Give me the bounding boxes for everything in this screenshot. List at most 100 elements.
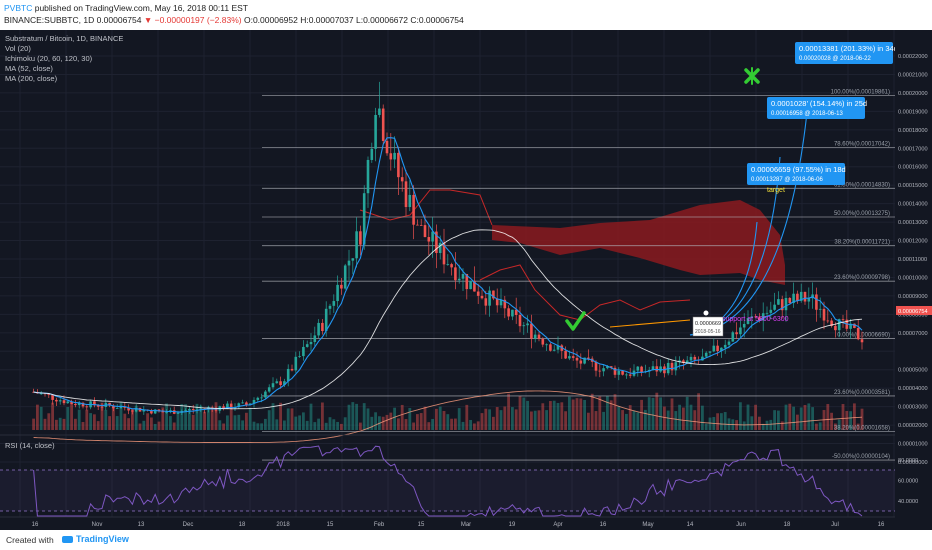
candle-body xyxy=(625,374,628,376)
volume-bar xyxy=(305,420,309,430)
volume-bar xyxy=(366,408,370,430)
volume-bar xyxy=(530,411,533,430)
current-price-label: 0.00006754 xyxy=(898,309,928,315)
candle-body xyxy=(674,362,678,371)
candle-body xyxy=(343,265,347,289)
volume-bar xyxy=(47,413,51,430)
author-link[interactable]: PVBTC xyxy=(4,3,33,13)
volume-bar xyxy=(283,420,286,430)
candle-body xyxy=(313,335,317,342)
tradingview-logo[interactable]: TradingView xyxy=(62,534,129,544)
volume-bar xyxy=(830,412,833,430)
candle-body xyxy=(226,403,229,409)
callout-3[interactable]: 0.00006659 (97.55%) in 18d 0.00013287 @ … xyxy=(747,163,846,185)
volume-bar xyxy=(606,396,609,430)
volume-bar xyxy=(860,408,864,430)
time-tick-label: Jul xyxy=(831,522,839,528)
volume-bar xyxy=(454,418,457,430)
ichimoku-cloud xyxy=(492,200,785,285)
price-tick-label: 0.00000000 xyxy=(898,460,928,466)
candle-body xyxy=(492,290,495,299)
volume-bar xyxy=(336,421,339,430)
volume-bar xyxy=(146,413,149,430)
volume-bar xyxy=(849,411,852,430)
candle-body xyxy=(739,327,742,335)
published-text: published on TradingView.com, May 16, 20… xyxy=(34,3,248,13)
candle-body xyxy=(252,399,256,404)
price-axis[interactable]: 0.00022000 0.00021000 0.00020000 0.00019000… xyxy=(898,54,928,466)
volume-bar xyxy=(708,417,712,430)
candle-body xyxy=(127,407,130,411)
time-tick-label: 18 xyxy=(239,522,246,528)
candle-body xyxy=(495,298,499,306)
volume-bar xyxy=(583,399,586,430)
candle-body xyxy=(727,341,731,345)
callout-subtext: 0.00020028 @ 2018-06-22 xyxy=(799,56,871,62)
candle-body xyxy=(457,278,461,281)
volume-bar xyxy=(837,419,841,430)
volume-bar xyxy=(416,414,419,430)
candle-body xyxy=(571,356,575,358)
candle-body xyxy=(731,332,735,342)
volume-bar xyxy=(355,403,358,430)
volume-bar xyxy=(450,418,453,430)
volume-bar xyxy=(811,407,814,430)
volume-bar xyxy=(245,412,248,430)
fib-retracement[interactable]: 100.00%(0.00019861) 78.60%(0.00017042) 61.… xyxy=(262,89,895,461)
volume-bar xyxy=(845,410,849,430)
candle-body xyxy=(336,284,339,302)
price-axis-bg xyxy=(895,30,932,530)
price-tick-label: 0.00013000 xyxy=(898,220,928,226)
volume-bar xyxy=(408,407,412,430)
time-tick-label: 19 xyxy=(509,522,516,528)
price-tick-label: 0.00011000 xyxy=(898,257,927,263)
candle-body xyxy=(708,351,712,353)
candle-body xyxy=(412,194,415,225)
volume-bar xyxy=(560,402,564,430)
fib-label: 78.60%(0.00017042) xyxy=(834,141,890,147)
volume-bar xyxy=(351,402,355,430)
price-tick-label: 0.00005000 xyxy=(898,368,928,374)
volume-bar xyxy=(290,408,294,430)
volume-bar xyxy=(256,423,260,430)
volume-bar xyxy=(807,403,811,430)
candle-body xyxy=(43,393,47,395)
callout-2[interactable]: 0.0001028’ (154.14%) in 25d 0.00016958 @… xyxy=(767,97,867,119)
candle-body xyxy=(826,320,830,322)
candle-body xyxy=(777,299,780,305)
volume-bar xyxy=(169,416,172,430)
volume-bar xyxy=(431,418,434,430)
candle-body xyxy=(58,400,62,402)
callout-text: 0.0001028’ (154.14%) in 25d xyxy=(771,99,867,108)
price-tick-label: 0.00015000 xyxy=(898,183,928,189)
candle-body xyxy=(526,323,529,326)
candle-body xyxy=(541,338,545,345)
price-chart[interactable]: 100.00%(0.00019861) 78.60%(0.00017042) 61.… xyxy=(0,30,932,530)
callout-1[interactable]: 0.00013381 (201.33%) in 34d 0.00020028 @… xyxy=(795,42,898,64)
price-tick-label: 0.00004000 xyxy=(898,386,928,392)
chart-area[interactable]: 100.00%(0.00019861) 78.60%(0.00017042) 61.… xyxy=(0,30,932,530)
time-tick-label: Apr xyxy=(553,522,562,528)
volume-bar xyxy=(359,422,362,430)
candle-body xyxy=(248,403,252,405)
candle-body xyxy=(347,260,351,266)
volume-bar xyxy=(340,423,343,430)
candle-body xyxy=(74,403,77,406)
candle-body xyxy=(108,402,111,406)
publish-header: PVBTC published on TradingView.com, May … xyxy=(0,0,932,30)
legend-item: Ichimoku (20, 60, 120, 30) xyxy=(5,54,93,63)
volume-bar xyxy=(85,409,89,430)
volume-bar xyxy=(590,393,594,430)
candle-body xyxy=(431,231,434,242)
time-axis[interactable]: 16 Nov 13 Dec 18 2018 15 Feb 15 Mar 19 Apr 16 May 14 Ju… xyxy=(32,522,885,528)
volume-bar xyxy=(666,410,670,430)
volume-bar xyxy=(484,408,488,430)
candle-body xyxy=(112,405,115,409)
candle-body xyxy=(161,410,165,413)
volume-bar xyxy=(457,408,461,430)
volume-bar xyxy=(856,423,860,430)
candle-body xyxy=(609,366,613,368)
volume-bar xyxy=(81,422,85,430)
candle-body xyxy=(602,368,605,372)
candle-body xyxy=(309,341,313,345)
